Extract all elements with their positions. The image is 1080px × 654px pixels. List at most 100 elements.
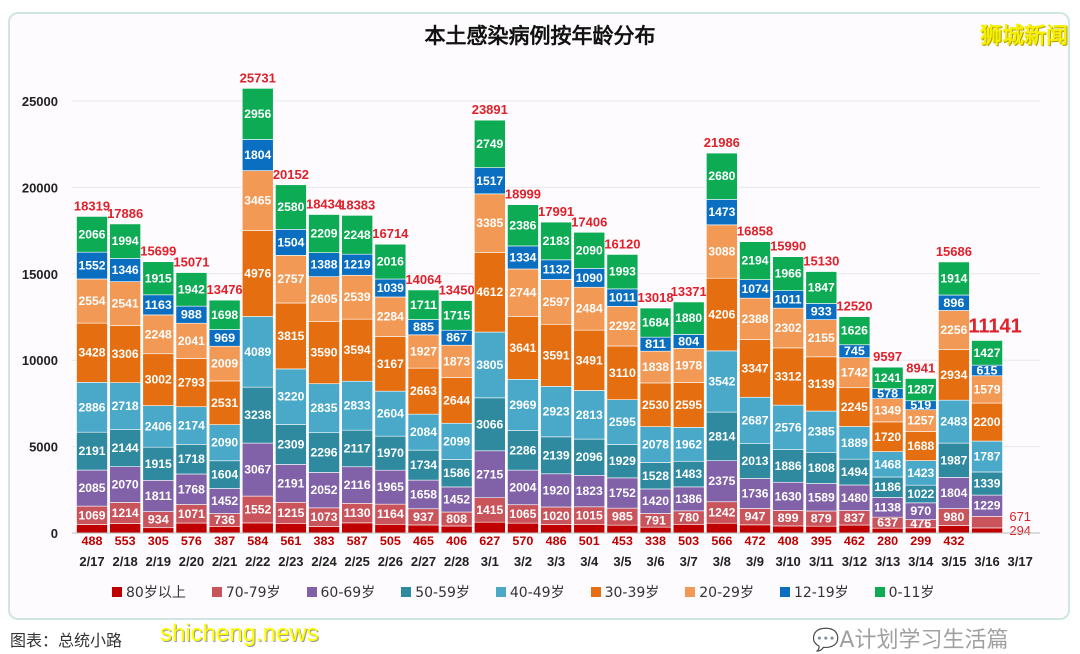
bar-segment <box>275 229 307 256</box>
segment-label: 1915 <box>145 273 173 285</box>
segment-label: 2539 <box>344 292 371 304</box>
segment-label: 2183 <box>543 236 570 248</box>
segment-label: 1886 <box>775 461 802 473</box>
x-tick-label: 3/13 <box>875 554 900 569</box>
segment-label: 1015 <box>576 511 604 523</box>
bar-segment <box>275 184 307 230</box>
bar-segment <box>440 377 473 424</box>
x-tick-label: 3/8 <box>713 554 731 569</box>
segment-label: 2090 <box>576 245 603 257</box>
segment-label: 1720 <box>874 432 901 444</box>
x-tick-label: 3/17 <box>1008 554 1033 569</box>
segment-label: 1970 <box>377 448 404 460</box>
segment-label: 947 <box>745 512 766 524</box>
segment-label: 465 <box>413 536 435 548</box>
segment-label: 1920 <box>543 485 570 497</box>
total-label: 20152 <box>273 167 309 182</box>
bar-segment <box>672 348 705 383</box>
segment-label: 476 <box>910 519 931 531</box>
bar-segment <box>507 204 539 247</box>
bar-segment <box>838 387 871 427</box>
bar-segment <box>76 469 108 507</box>
segment-label: 1965 <box>377 482 405 494</box>
bar-segment <box>374 243 407 280</box>
segment-label: 1138 <box>874 502 902 514</box>
segment-label: 3088 <box>708 247 736 259</box>
segment-label: 3306 <box>112 349 139 361</box>
segment-label: 501 <box>579 536 601 548</box>
y-tick-label: 0 <box>51 526 58 541</box>
bar-segment <box>407 367 440 415</box>
bar-segment <box>573 524 606 534</box>
bar-segment <box>706 350 738 413</box>
bar-segment <box>407 524 440 534</box>
bar-segment <box>706 277 738 352</box>
bar-segment <box>739 443 771 479</box>
segment-label: 1978 <box>675 360 703 372</box>
segment-label: 1804 <box>244 150 272 162</box>
total-label: 18383 <box>339 197 375 212</box>
segment-label: 2309 <box>277 440 304 452</box>
total-label: 17406 <box>571 214 607 229</box>
bar-segment <box>805 319 838 358</box>
segment-label: 1214 <box>112 508 140 520</box>
segment-label: 1215 <box>277 508 305 520</box>
segment-label: 1427 <box>974 348 1001 360</box>
bar-segment <box>639 382 672 427</box>
bar-segment <box>241 88 274 140</box>
segment-label: 462 <box>844 536 865 548</box>
segment-label: 1022 <box>907 489 934 501</box>
segment-label: 3805 <box>476 360 504 372</box>
segment-label: 2052 <box>311 485 338 497</box>
segment-label: 2554 <box>79 296 107 308</box>
segment-label: 627 <box>479 536 500 548</box>
segment-label: 503 <box>678 536 699 548</box>
segment-label: 2256 <box>940 325 967 337</box>
bar-segment <box>76 322 108 383</box>
segment-label: 2835 <box>311 403 339 415</box>
segment-label: 2117 <box>344 443 371 455</box>
segment-label: 1452 <box>211 496 238 508</box>
segment-label: 3542 <box>708 376 735 388</box>
segment-label: 1804 <box>940 488 968 500</box>
bar-segment <box>374 336 407 392</box>
segment-label: 1130 <box>344 508 371 520</box>
total-label: 15130 <box>803 254 839 269</box>
y-tick-label: 20000 <box>22 180 58 195</box>
segment-label: 1164 <box>377 509 405 521</box>
bar-segment <box>473 521 506 534</box>
x-tick-label: 3/11 <box>809 554 834 569</box>
bar-segment <box>739 339 771 398</box>
bar-segment <box>175 444 208 475</box>
bar-segment <box>341 215 374 255</box>
bar-segment <box>175 322 208 359</box>
segment-label: 505 <box>380 536 402 548</box>
segment-label: 2969 <box>509 400 536 412</box>
bar-segment <box>341 522 374 534</box>
segment-label: 1552 <box>244 504 271 516</box>
y-tick-label: 5000 <box>29 440 58 455</box>
segment-label: 1420 <box>642 496 669 508</box>
x-tick-label: 3/16 <box>974 554 999 569</box>
segment-label: 1838 <box>642 362 670 374</box>
segment-label: 1768 <box>178 484 206 496</box>
segment-label: 2116 <box>344 480 371 492</box>
bar-segment <box>407 334 440 369</box>
bar-segment <box>606 254 639 290</box>
bar-segment <box>904 431 937 461</box>
segment-label: 1423 <box>907 468 934 480</box>
segment-label: 1219 <box>344 260 371 272</box>
segment-label: 566 <box>711 536 732 548</box>
legend-swatch <box>401 587 412 597</box>
bar-segment <box>208 424 241 462</box>
bar-segment <box>407 413 440 451</box>
bar-segment <box>573 390 606 440</box>
segment-label: 2139 <box>543 450 570 462</box>
bar-segment <box>275 368 307 425</box>
segment-label: 1071 <box>178 509 206 521</box>
segment-label: 1873 <box>443 356 470 368</box>
segment-label: 2245 <box>841 402 869 414</box>
bar-segment <box>938 525 970 534</box>
total-label: 13476 <box>207 282 243 297</box>
bar-segment <box>440 486 473 513</box>
